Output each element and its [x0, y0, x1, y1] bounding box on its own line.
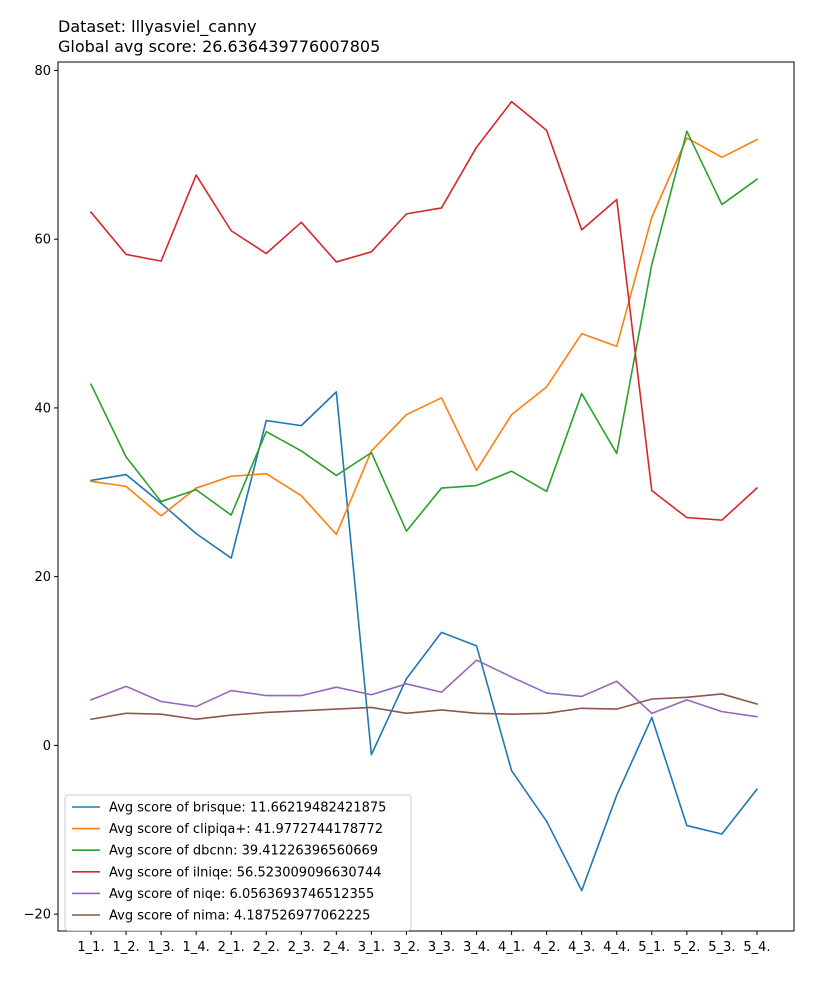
y-tick-label: 0	[43, 739, 51, 754]
x-tick-label: 5_4.	[743, 940, 770, 955]
x-tick-label: 3_3.	[428, 940, 455, 955]
x-axis: 1_1. 1_2. 1_3. 1_4. 2_1. 2_2. 2_3. 2_4. 3_1. 3_2.…	[77, 931, 771, 955]
x-tick-label: 5_3.	[708, 940, 735, 955]
x-tick-label: 2_3.	[288, 940, 315, 955]
x-tick-label: 3_2.	[393, 940, 420, 955]
y-tick-label: 80	[34, 64, 51, 79]
x-tick-label: 4_4.	[603, 940, 630, 955]
x-tick-label: 1_2.	[112, 940, 139, 955]
series-line-5	[90, 693, 758, 721]
x-tick-label: 3_1.	[358, 940, 385, 955]
legend-entry-5: Avg score of nima: 4.187526977062225	[109, 909, 370, 924]
legend: Avg score of brisque: 11.66219482421875 A…	[64, 794, 412, 932]
series-line-4	[89, 659, 758, 718]
x-tick-label: 4_2.	[533, 940, 560, 955]
x-tick-label: 3_4.	[463, 940, 490, 955]
chart-title: Dataset: lllyasviel_canny Global avg sco…	[58, 17, 380, 57]
legend-entry-4: Avg score of niqe: 6.0563693746512355	[109, 887, 374, 902]
y-axis: −20 0 20 40 60 80	[24, 64, 58, 923]
axes-frame	[57, 61, 795, 932]
x-tick-label: 1_1.	[77, 940, 104, 955]
x-tick-label: 5_2.	[673, 940, 700, 955]
legend-box	[64, 794, 412, 932]
chart-title-line-2: Global avg score: 26.636439776007805	[58, 37, 381, 56]
x-tick-label: 1_3.	[148, 940, 175, 955]
y-tick-label: 60	[34, 233, 51, 248]
series-line-2	[89, 130, 759, 532]
x-tick-label: 2_1.	[218, 940, 245, 955]
y-tick-label: 40	[34, 401, 51, 416]
y-tick-label: −20	[24, 908, 51, 923]
series-layer	[89, 100, 759, 892]
x-tick-label: 2_2.	[253, 940, 280, 955]
legend-entry-0: Avg score of brisque: 11.66219482421875	[109, 801, 386, 816]
series-line-0	[90, 391, 759, 892]
series-line-3	[89, 100, 759, 521]
legend-entry-3: Avg score of ilniqe: 56.523009096630744	[109, 865, 382, 880]
x-tick-label: 4_3.	[568, 940, 595, 955]
y-tick-label: 20	[34, 570, 51, 585]
x-tick-label: 4_1.	[498, 940, 525, 955]
legend-entry-1: Avg score of clipiqa+: 41.9772744178772	[109, 822, 383, 837]
chart-title-line-1: Dataset: lllyasviel_canny	[58, 17, 257, 36]
x-tick-label: 5_1.	[638, 940, 665, 955]
x-tick-label: 1_4.	[183, 940, 210, 955]
x-tick-label: 2_4.	[323, 940, 350, 955]
series-line-1	[90, 137, 759, 536]
legend-entry-2: Avg score of dbcnn: 39.41226396560669	[109, 844, 378, 859]
